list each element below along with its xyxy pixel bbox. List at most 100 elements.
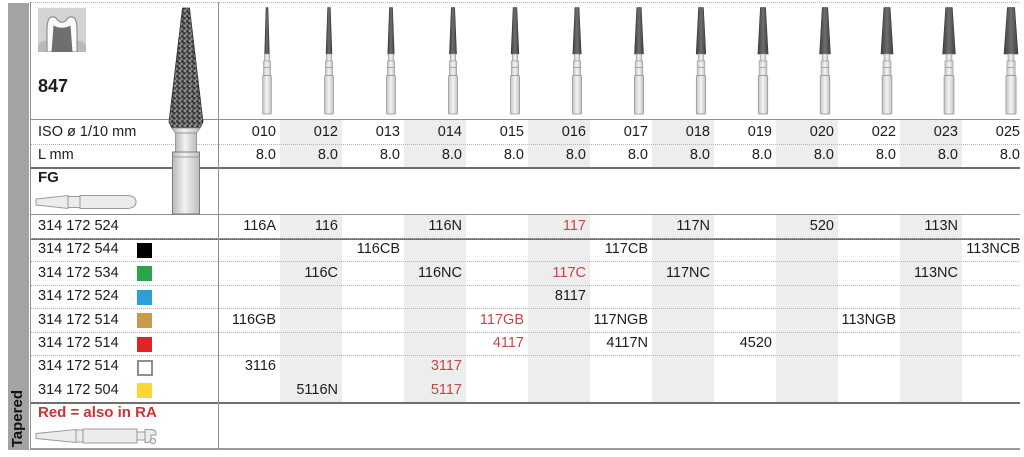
product-code-cell: 113NC (913, 264, 958, 281)
product-code-cell: 116GB (231, 311, 276, 328)
grit-color-swatch-gold (137, 313, 152, 329)
product-code-cell: 3117 (430, 358, 462, 375)
iso-column-header: 010 (251, 124, 276, 140)
figure-number: 847 (38, 76, 69, 96)
iso-row-label: ISO ø 1/10 mm (38, 124, 137, 140)
article-number: 314 172 534 (38, 264, 119, 281)
shank-type-label: FG (38, 169, 59, 186)
product-code-cell: 520 (809, 218, 834, 234)
product-code-cell: 116A (243, 218, 276, 234)
length-value: 8.0 (937, 147, 958, 163)
rule-iso-l (30, 143, 1020, 145)
product-code-cell: 117C (552, 264, 586, 281)
product-code-cell: 113NGB (841, 311, 896, 328)
product-code-cell: 117 (562, 218, 586, 234)
product-code-cell: 116N (428, 218, 462, 234)
product-code-cell: 117NGB (593, 311, 648, 328)
length-value: 8.0 (503, 147, 524, 163)
bur-image (880, 7, 894, 115)
rule-table-bottom (30, 401, 1020, 404)
bur-image (324, 7, 334, 115)
product-code-cell: 5117 (430, 381, 462, 398)
iso-column-header: 020 (809, 124, 834, 140)
product-code-cell: 117NC (665, 264, 710, 281)
product-table: 314 172 524 116A 116 116N 117 117N 520 113N 314 … (30, 215, 1020, 403)
length-value: 8.0 (441, 147, 462, 163)
sidebar-shape-label: Tapered (9, 389, 26, 447)
iso-column-header: 012 (313, 124, 338, 140)
bur-size-images (262, 7, 1019, 115)
ra-bur-icon (35, 428, 157, 445)
grit-color-swatch-green (137, 266, 152, 282)
article-number: 314 172 524 (38, 288, 119, 305)
product-row: 314 172 504 5116N 5117 (30, 379, 1020, 402)
article-number: 314 172 524 (38, 218, 119, 234)
bur-image (757, 7, 769, 115)
length-value: 8.0 (627, 147, 648, 163)
product-code-cell: 4117 (492, 335, 524, 351)
length-value: 8.0 (751, 147, 772, 163)
product-code-cell: 116C (304, 264, 338, 281)
iso-column-header: 017 (623, 124, 648, 140)
grit-color-swatch-red (137, 336, 152, 352)
iso-column-header: 025 (995, 124, 1020, 140)
article-number: 314 172 514 (38, 335, 119, 351)
product-code-cell: 116CB (356, 241, 400, 258)
bur-image (634, 7, 645, 115)
product-code-cell: 4117N (606, 335, 648, 351)
iso-column-header: 016 (561, 124, 586, 140)
rule-left-edge (30, 2, 31, 449)
length-value: 8.0 (999, 147, 1020, 163)
product-code-cell: 8117 (554, 288, 586, 305)
fg-bur-icon (35, 194, 137, 210)
bur-image (572, 7, 582, 115)
tooth-crown-icon (38, 8, 86, 52)
row-separator (30, 354, 1020, 356)
rule-page-bottom (30, 448, 1020, 450)
bur-image (1003, 7, 1019, 115)
rule-label-separator (218, 2, 219, 449)
grit-color-swatch-white (137, 359, 153, 376)
length-value: 8.0 (565, 147, 586, 163)
product-code-cell: 116NC (417, 264, 462, 281)
row-separator (30, 261, 1020, 263)
iso-column-header: 019 (747, 124, 772, 140)
length-value: 8.0 (875, 147, 896, 163)
product-row: 314 172 514 4117 4117N 4520 (30, 332, 1020, 355)
bur-image (695, 7, 707, 115)
bur-image (942, 7, 956, 115)
row-separator (30, 237, 1020, 239)
iso-column-header: 022 (871, 124, 896, 140)
rule-top (30, 2, 1020, 3)
product-code-cell: 3116 (244, 358, 276, 375)
grit-color-swatch-blue (137, 289, 152, 305)
rule-iso-top (30, 119, 1020, 120)
product-code-cell: 113NCB (966, 241, 1020, 258)
length-value: 8.0 (255, 147, 276, 163)
product-code-cell: 117N (676, 218, 710, 234)
product-code-cell: 117CB (604, 241, 648, 258)
large-bur-image (168, 7, 204, 215)
product-row: 314 172 514 116GB 117GB 117NGB 113NGB (30, 309, 1020, 332)
iso-column-header: 023 (933, 124, 958, 140)
tapered-sidebar: Tapered (8, 3, 29, 450)
l-values-row: 8.0 8.0 8.0 8.0 8.0 8.0 8.0 8.0 8.0 8.0 8.0 8.0 8.0 (218, 144, 1024, 167)
product-code-cell: 116 (314, 218, 338, 234)
rule-fg-bottom (30, 213, 1020, 215)
iso-column-header: 015 (499, 124, 524, 140)
product-row: 314 172 514 3116 3117 (30, 355, 1020, 378)
bur-image (448, 7, 458, 115)
article-number: 314 172 514 (38, 311, 119, 328)
rule-l-bottom (30, 166, 1020, 169)
article-number: 314 172 544 (38, 241, 119, 258)
product-code-cell: 117GB (479, 311, 524, 328)
bur-image (262, 7, 272, 115)
product-row: 314 172 534 116C 116NC 117C 117NC 113NC (30, 262, 1020, 285)
length-value: 8.0 (317, 147, 338, 163)
iso-column-header: 014 (437, 124, 462, 140)
bur-image (510, 7, 520, 115)
row-separator (30, 331, 1020, 333)
red-legend-note: Red = also in RA (38, 404, 157, 421)
product-row: 314 172 524 8117 (30, 285, 1020, 308)
